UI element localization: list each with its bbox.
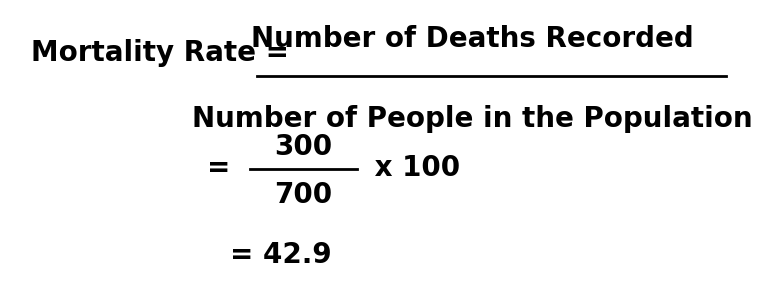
Text: Number of Deaths Recorded: Number of Deaths Recorded [251, 25, 694, 53]
Text: 300: 300 [274, 133, 333, 161]
Text: 700: 700 [274, 181, 333, 208]
Text: =: = [207, 154, 230, 182]
Text: Number of People in the Population: Number of People in the Population [192, 105, 753, 133]
Text: x 100: x 100 [365, 154, 460, 182]
Text: = 42.9: = 42.9 [230, 241, 332, 269]
Text: Mortality Rate =: Mortality Rate = [31, 40, 298, 67]
